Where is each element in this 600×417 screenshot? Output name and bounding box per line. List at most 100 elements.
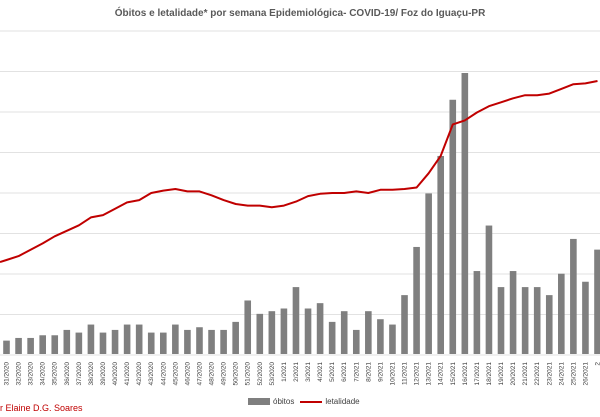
x-tick-label: 31/2020	[4, 362, 11, 386]
x-tick-label: 43/2020	[148, 362, 155, 386]
legend: óbitos letalidade	[248, 397, 360, 406]
grid-lines	[0, 30, 600, 356]
bar-obitos	[558, 273, 565, 354]
bar-obitos	[111, 329, 119, 354]
bar-series-obitos	[3, 73, 600, 354]
bar-obitos	[485, 225, 493, 354]
x-tick-label: 51/2020	[245, 362, 252, 386]
bar-obitos	[582, 281, 589, 354]
bar-obitos	[509, 271, 517, 354]
legend-item-letalidade: letalidade	[300, 397, 360, 406]
x-tick-label: 26/2021	[582, 362, 589, 386]
bar-obitos	[449, 99, 457, 354]
bar-obitos	[27, 337, 34, 354]
x-tick-label: 45/2020	[172, 362, 179, 386]
bar-obitos	[280, 308, 288, 354]
x-tick-label: 11/2021	[402, 362, 409, 385]
x-tick-label: 48/2020	[209, 362, 216, 386]
bar-obitos	[63, 329, 71, 354]
line-series-letalidade	[0, 80, 598, 263]
x-tick-label: 16/2021	[462, 362, 469, 386]
legend-swatch-line	[300, 400, 323, 403]
x-tick-label: 40/2020	[112, 362, 119, 386]
x-tick-label: 21/2021	[522, 362, 529, 386]
x-tick-label: 9/2021	[377, 362, 384, 382]
x-tick-label: 42/2020	[136, 362, 143, 386]
x-tick-label: 24/2021	[558, 362, 565, 386]
bar-obitos	[473, 271, 481, 354]
x-tick-label: 33/2020	[28, 362, 35, 386]
x-tick-label: 14/2021	[438, 362, 445, 386]
bar-obitos	[87, 324, 95, 354]
x-tick-labels: 31/2020 32/2020 33/2020 34/2020 35/2020 36/20…	[4, 362, 600, 386]
bar-obitos	[292, 287, 300, 354]
x-tick-label: 19/2021	[498, 362, 505, 386]
bar-obitos	[340, 311, 348, 354]
x-tick-label: 36/2020	[64, 362, 71, 386]
bar-obitos	[159, 332, 167, 354]
legend-swatch-bar	[248, 398, 270, 405]
x-tick-label: 2/2021	[293, 362, 300, 382]
bar-obitos	[401, 295, 408, 354]
x-tick-label: 53/2020	[269, 362, 276, 386]
bar-obitos	[172, 324, 179, 354]
x-tick-label: 6/2021	[341, 362, 348, 382]
x-tick-label: 35/2020	[52, 362, 59, 386]
x-tick-label: 47/2020	[196, 362, 203, 386]
x-tick-label: 7/2021	[353, 362, 360, 382]
bar-obitos	[196, 327, 203, 354]
bar-obitos	[437, 155, 445, 354]
x-tick-label: 23/2021	[546, 362, 553, 386]
bar-obitos	[389, 324, 396, 354]
x-tick-label: 18/2021	[486, 362, 493, 386]
bar-obitos	[123, 324, 131, 354]
x-tick-label: 50/2020	[233, 362, 240, 386]
author-credit: r Elaine D.G. Soares	[0, 403, 83, 413]
bar-obitos	[51, 335, 59, 354]
bar-obitos	[232, 321, 239, 354]
x-tick-label: 5/2021	[329, 362, 336, 382]
bar-obitos	[461, 73, 469, 354]
legend-label-obitos: óbitos	[273, 397, 295, 406]
x-tick-label: 39/2020	[100, 362, 107, 386]
x-tick-label: 38/2020	[88, 362, 95, 386]
x-tick-label: 20/2021	[510, 362, 517, 386]
x-tick-label: 13/2021	[426, 362, 433, 386]
bar-obitos	[184, 329, 191, 354]
x-tick-label: 4/2021	[317, 362, 324, 382]
x-tick-label: 8/2021	[365, 362, 372, 382]
x-tick-label: 34/2020	[40, 362, 47, 386]
x-tick-label: 3/2021	[305, 362, 312, 382]
bar-obitos	[268, 311, 276, 354]
x-tick-label: 52/2020	[257, 362, 264, 386]
x-tick-label: 32/2020	[16, 362, 23, 386]
line-letalidade	[0, 80, 598, 263]
bar-obitos	[316, 303, 324, 354]
bar-obitos	[99, 332, 107, 354]
bar-obitos	[365, 311, 372, 354]
bar-obitos	[220, 329, 227, 354]
bar-obitos	[545, 295, 553, 354]
x-tick-label: 17/2021	[474, 362, 481, 386]
legend-item-obitos: óbitos	[248, 397, 294, 406]
chart-title: Óbitos e letalidade* por semana Epidemio…	[114, 8, 486, 19]
bar-obitos	[497, 287, 505, 354]
bar-obitos	[413, 246, 420, 354]
x-tick-label: 1/2021	[281, 362, 288, 382]
bar-obitos	[352, 329, 360, 354]
x-tick-label: 15/2021	[450, 362, 457, 386]
bar-obitos	[425, 193, 432, 354]
bar-obitos	[15, 337, 22, 354]
bar-obitos	[570, 238, 577, 354]
x-tick-label: 10/2021	[389, 362, 396, 386]
bar-obitos	[256, 313, 264, 354]
x-tick-label: 2	[595, 362, 600, 366]
bar-obitos	[135, 324, 143, 354]
bar-obitos	[147, 332, 155, 354]
x-tick-label: 12/2021	[414, 362, 421, 386]
bar-obitos	[75, 332, 83, 354]
bar-obitos	[521, 287, 529, 354]
bar-obitos	[3, 340, 10, 354]
x-tick-label: 49/2020	[221, 362, 228, 386]
